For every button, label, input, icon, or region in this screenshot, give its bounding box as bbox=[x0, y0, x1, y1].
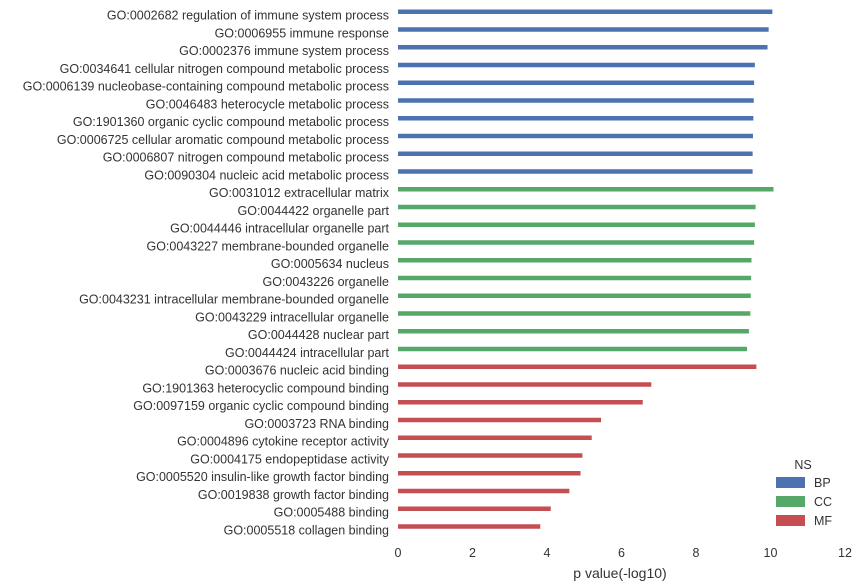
bar-cc bbox=[398, 329, 749, 334]
bars-layer bbox=[398, 9, 774, 529]
category-label: GO:0090304 nucleic acid metabolic proces… bbox=[144, 168, 389, 182]
bar-bp bbox=[398, 151, 753, 156]
category-label: GO:0006725 cellular aromatic compound me… bbox=[57, 133, 389, 147]
bar-cc bbox=[398, 293, 751, 298]
bar-mf bbox=[398, 471, 581, 476]
bar-mf bbox=[398, 382, 652, 387]
bar-bp bbox=[398, 116, 754, 121]
bar-bp bbox=[398, 133, 753, 139]
category-label: GO:0002376 immune system process bbox=[179, 44, 389, 58]
x-tick-label: 2 bbox=[469, 546, 476, 560]
bar-cc bbox=[398, 275, 752, 281]
category-label: GO:0044428 nuclear part bbox=[248, 328, 390, 342]
bar-mf bbox=[398, 364, 757, 369]
bar-bp bbox=[398, 98, 754, 103]
x-axis: 0 2 4 6 8 10 12 bbox=[395, 546, 852, 560]
category-label: GO:0043226 organelle bbox=[263, 275, 390, 289]
category-label: GO:0046483 heterocycle metabolic process bbox=[146, 97, 389, 111]
bar-mf bbox=[398, 417, 602, 423]
category-labels: GO:0002682 regulation of immune system p… bbox=[23, 9, 390, 538]
x-tick-label: 4 bbox=[544, 546, 551, 560]
bar-bp bbox=[398, 9, 773, 14]
legend: NS BP CC MF bbox=[776, 458, 832, 528]
bar-mf bbox=[398, 400, 643, 405]
bar-mf bbox=[398, 488, 570, 494]
x-axis-title: p value(-log10) bbox=[573, 565, 666, 581]
category-label: GO:0005634 nucleus bbox=[271, 257, 389, 271]
bar-cc bbox=[398, 311, 751, 316]
legend-label-cc: CC bbox=[814, 495, 832, 509]
category-label: GO:0004175 endopeptidase activity bbox=[190, 452, 389, 466]
legend-swatch-bp bbox=[776, 477, 805, 488]
legend-swatch-mf bbox=[776, 515, 805, 526]
category-label: GO:0006955 immune response bbox=[215, 26, 389, 40]
bar-mf bbox=[398, 453, 583, 458]
category-label: GO:0019838 growth factor binding bbox=[198, 488, 389, 502]
category-label: GO:0044422 organelle part bbox=[238, 204, 390, 218]
category-label: GO:0003676 nucleic acid binding bbox=[205, 364, 389, 378]
x-tick-label: 12 bbox=[838, 546, 852, 560]
x-tick-label: 10 bbox=[764, 546, 778, 560]
category-label: GO:0034641 cellular nitrogen compound me… bbox=[60, 62, 389, 76]
bar-bp bbox=[398, 62, 755, 68]
category-label: GO:0044446 intracellular organelle part bbox=[170, 222, 389, 236]
category-label: GO:0002682 regulation of immune system p… bbox=[107, 9, 389, 23]
category-label: GO:0004896 cytokine receptor activity bbox=[177, 435, 390, 449]
category-label: GO:0005518 collagen binding bbox=[224, 523, 389, 537]
bar-cc bbox=[398, 240, 755, 245]
bar-mf bbox=[398, 506, 551, 511]
category-label: GO:0097159 organic cyclic compound bindi… bbox=[133, 399, 389, 413]
bar-cc bbox=[398, 204, 756, 210]
bar-cc bbox=[398, 187, 774, 192]
bar-cc bbox=[398, 346, 748, 352]
category-label: GO:0043231 intracellular membrane-bounde… bbox=[79, 293, 389, 307]
legend-label-mf: MF bbox=[814, 514, 832, 528]
category-label: GO:0005520 insulin-like growth factor bi… bbox=[136, 470, 389, 484]
legend-swatch-cc bbox=[776, 496, 805, 507]
category-label: GO:0044424 intracellular part bbox=[225, 346, 390, 360]
category-label: GO:0006139 nucleobase-containing compoun… bbox=[23, 80, 389, 94]
x-tick-label: 6 bbox=[618, 546, 625, 560]
category-label: GO:0043227 membrane-bounded organelle bbox=[146, 239, 389, 253]
bar-bp bbox=[398, 27, 769, 32]
bar-mf bbox=[398, 435, 592, 440]
bar-bp bbox=[398, 80, 755, 85]
category-label: GO:0003723 RNA binding bbox=[244, 417, 389, 431]
category-label: GO:0031012 extracellular matrix bbox=[209, 186, 390, 200]
legend-title: NS bbox=[794, 458, 811, 472]
category-label: GO:0005488 binding bbox=[274, 506, 389, 520]
x-tick-label: 0 bbox=[395, 546, 402, 560]
bar-mf bbox=[398, 524, 541, 529]
category-label: GO:1901363 heterocyclic compound binding bbox=[142, 381, 389, 395]
bar-bp bbox=[398, 169, 753, 174]
bar-cc bbox=[398, 258, 752, 263]
bar-bp bbox=[398, 45, 768, 50]
category-label: GO:0006807 nitrogen compound metabolic p… bbox=[103, 151, 389, 165]
category-label: GO:1901360 organic cyclic compound metab… bbox=[73, 115, 389, 129]
bar-cc bbox=[398, 222, 755, 227]
x-tick-label: 8 bbox=[693, 546, 700, 560]
legend-label-bp: BP bbox=[814, 476, 831, 490]
category-label: GO:0043229 intracellular organelle bbox=[195, 310, 389, 324]
